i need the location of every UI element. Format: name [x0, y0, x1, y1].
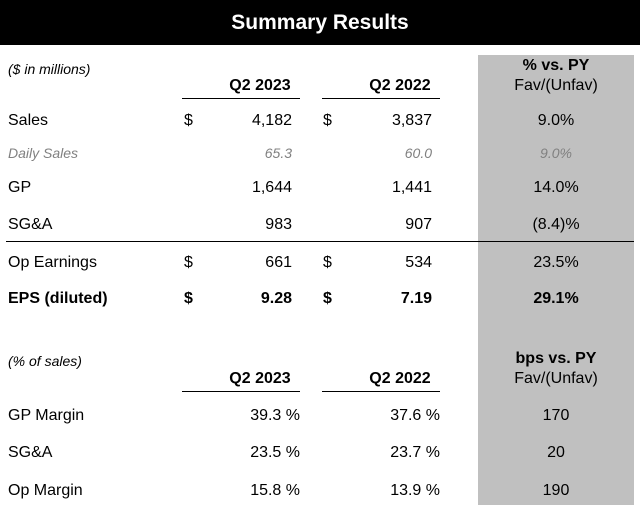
sales-q2-2023: 4,182	[251, 112, 292, 129]
sga-pct-q2-2023: 23.5 %	[250, 444, 300, 461]
row-label-sga-pct: SG&A	[8, 444, 53, 461]
comparison-column-highlight	[478, 55, 634, 505]
row-label-op-earnings: Op Earnings	[8, 254, 97, 271]
gp-margin-bps-change: 170	[542, 407, 570, 424]
daily-sales-q2-2023: 65.3	[264, 145, 292, 161]
col-header-fav-unfav: Fav/(Unfav)	[514, 77, 598, 94]
header-underline-q2-2023	[182, 98, 300, 99]
daily-sales-q2-2022: 60.0	[404, 145, 432, 161]
row-label-gp-margin: GP Margin	[8, 407, 85, 424]
gp-margin-q2-2022: 37.6 %	[390, 407, 440, 424]
col-header-bps-vs-py: bps vs. PY	[515, 350, 597, 367]
unit-label-millions: ($ in millions)	[8, 61, 91, 77]
sga-pct-bps-change: 20	[547, 444, 565, 461]
op-margin-q2-2023: 15.8 %	[250, 482, 300, 499]
eps-q2-2023: 9.28	[260, 290, 292, 307]
gp-pct-change: 14.0%	[533, 179, 579, 196]
col-header-fav-unfav: Fav/(Unfav)	[514, 370, 598, 387]
currency-symbol: $	[323, 112, 332, 129]
sga-pct-q2-2022: 23.7 %	[390, 444, 440, 461]
sga-q2-2022: 907	[405, 216, 432, 233]
sga-q2-2023: 983	[265, 216, 292, 233]
row-label-daily-sales: Daily Sales	[8, 145, 79, 161]
row-label-op-margin: Op Margin	[8, 482, 83, 499]
gp-q2-2022: 1,441	[391, 179, 432, 196]
row-label-sales: Sales	[8, 112, 49, 129]
op-margin-bps-change: 190	[542, 482, 570, 499]
row-label-sga: SG&A	[8, 216, 53, 233]
currency-symbol: $	[323, 290, 332, 307]
col-header-q2-2022: Q2 2022	[369, 77, 431, 94]
op-earnings-q2-2022: 534	[405, 254, 432, 271]
sga-pct-change: (8.4)%	[532, 216, 580, 233]
op-earnings-q2-2023: 661	[265, 254, 292, 271]
unit-label-pct-of-sales: (% of sales)	[8, 353, 82, 369]
header-underline-q2-2022	[322, 391, 440, 392]
currency-symbol: $	[184, 112, 193, 129]
col-header-pct-vs-py: % vs. PY	[522, 57, 590, 74]
row-label-eps-diluted: EPS (diluted)	[8, 290, 108, 307]
header-underline-q2-2023	[182, 391, 300, 392]
col-header-q2-2023: Q2 2023	[229, 370, 291, 387]
section-divider	[6, 241, 634, 242]
page-title: Summary Results	[231, 10, 409, 34]
row-label-gp: GP	[8, 179, 32, 196]
daily-sales-pct-change: 9.0%	[540, 145, 572, 161]
op-earnings-pct-change: 23.5%	[533, 254, 579, 271]
sales-pct-change: 9.0%	[537, 112, 575, 129]
header-underline-q2-2022	[322, 98, 440, 99]
col-header-q2-2023: Q2 2023	[229, 77, 291, 94]
eps-pct-change: 29.1%	[533, 290, 579, 307]
currency-symbol: $	[184, 290, 193, 307]
gp-q2-2023: 1,644	[251, 179, 292, 196]
currency-symbol: $	[184, 254, 193, 271]
currency-symbol: $	[323, 254, 332, 271]
sales-q2-2022: 3,837	[391, 112, 432, 129]
col-header-q2-2022: Q2 2022	[369, 370, 431, 387]
op-margin-q2-2022: 13.9 %	[390, 482, 440, 499]
gp-margin-q2-2023: 39.3 %	[250, 407, 300, 424]
summary-title-bar: Summary Results	[0, 0, 640, 45]
eps-q2-2022: 7.19	[400, 290, 432, 307]
